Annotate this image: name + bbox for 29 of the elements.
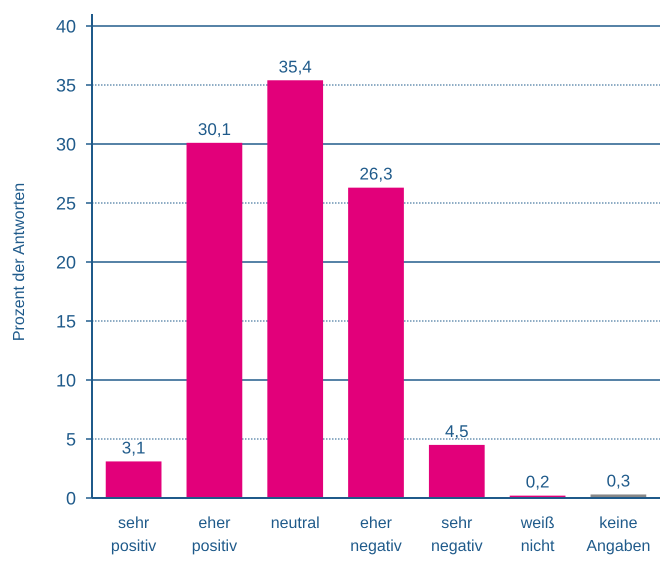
- bar: [348, 188, 404, 498]
- data-label: 35,4: [278, 57, 312, 76]
- y-tick-label: 40: [56, 16, 76, 36]
- y-tick-label: 35: [56, 75, 76, 96]
- bar: [428, 444, 485, 498]
- y-tick-label: 0: [66, 488, 76, 508]
- y-tick-label: 20: [56, 252, 76, 272]
- y-tick-label: 30: [56, 134, 76, 154]
- bar: [186, 142, 242, 498]
- data-label: 3,1: [122, 438, 146, 458]
- y-tick-label: 5: [66, 429, 76, 450]
- x-tick-label: sehr negativ: [431, 515, 483, 555]
- x-tick-label: weiß nicht: [520, 515, 556, 555]
- x-tick-label: eher negativ: [350, 515, 402, 555]
- x-tick-label: eher positiv: [192, 515, 238, 555]
- bar: [106, 461, 162, 498]
- y-tick-label: 15: [56, 311, 76, 332]
- bar: [267, 80, 324, 498]
- x-tick-label: keine Angaben: [586, 515, 650, 555]
- x-tick-label: neutral: [270, 515, 320, 532]
- data-label: 30,1: [198, 120, 231, 139]
- data-label: 0,3: [606, 471, 630, 490]
- data-label: 0,2: [526, 472, 550, 492]
- x-tick-label: sehr positiv: [110, 515, 156, 555]
- data-label: 26,3: [359, 164, 393, 184]
- y-axis-title: Prozent der Antworten: [11, 182, 28, 342]
- y-tick-label: 10: [56, 370, 76, 390]
- y-tick-label: 25: [56, 193, 76, 214]
- data-label: 4,5: [444, 422, 469, 441]
